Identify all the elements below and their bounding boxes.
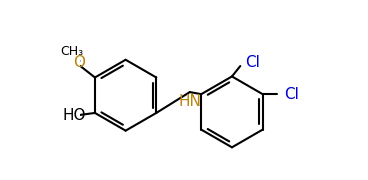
- Text: Cl: Cl: [245, 55, 261, 70]
- Text: Cl: Cl: [284, 87, 300, 102]
- Text: HN: HN: [178, 94, 201, 109]
- Text: CH₃: CH₃: [60, 45, 84, 58]
- Text: HO: HO: [62, 107, 86, 123]
- Text: O: O: [73, 55, 85, 70]
